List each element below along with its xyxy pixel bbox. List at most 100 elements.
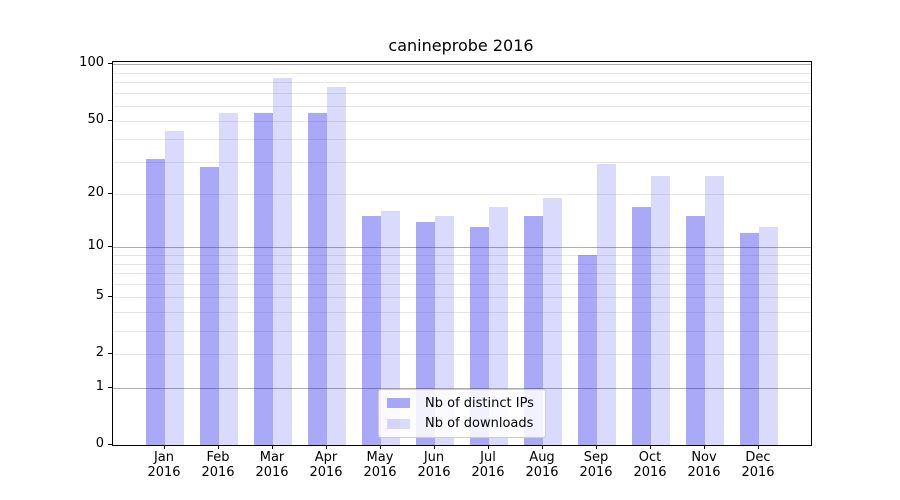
bar-downloads [489,206,508,445]
x-tickmark [164,445,165,449]
x-tickmark [596,445,597,449]
bar-downloads [705,176,724,445]
x-tick-year: 2016 [525,465,559,480]
y-tick-label: 10 [87,238,104,254]
y-tickmark [108,296,112,298]
x-tick-month: Dec [745,450,771,465]
x-tick-month: Mar [259,450,285,465]
y-tick-label: 50 [87,111,104,127]
legend-row: Nb of distinct IPs [379,396,545,411]
x-tick-label: Sep 2016 [564,450,628,480]
x-tick-label: Oct 2016 [618,450,682,480]
bar-distinct-ips [308,112,327,445]
bar-distinct-ips [524,216,543,445]
bar-downloads [165,130,184,445]
x-tick-month: Jan [153,450,175,465]
x-tickmark [542,445,543,449]
x-tickmark [380,445,381,449]
minor-gridline [113,138,811,140]
minor-gridline [113,312,811,314]
bar-distinct-ips [686,216,705,445]
minor-gridline [113,93,811,95]
y-tickmark [108,192,112,194]
x-tick-month: Aug [529,450,555,465]
x-tick-label: Aug 2016 [510,450,574,480]
bar-distinct-ips [362,216,381,445]
minor-gridline [113,105,811,107]
x-tick-month: Feb [206,450,230,465]
y-tickmark [108,63,112,65]
x-tick-year: 2016 [633,465,667,480]
legend-swatch-distinct-ips [387,398,410,409]
x-tickmark [326,445,327,449]
y-tick-label: 5 [95,288,104,304]
chart-title: canineprobe 2016 [388,36,534,55]
minor-gridline [113,120,811,122]
minor-gridline [113,297,811,299]
bar-distinct-ips [578,255,597,445]
y-tick-label: 2 [95,345,104,361]
x-tick-month: Sep [583,450,609,465]
major-gridline [113,64,811,66]
x-tick-label: Nov 2016 [672,450,736,480]
bar-downloads [219,112,238,445]
x-tickmark [434,445,435,449]
plot-area: Nb of distinct IPs Nb of downloads [112,61,812,446]
bar-downloads [435,216,454,445]
minor-gridline [113,161,811,163]
y-tickmark [108,444,112,445]
y-tickmark [108,353,112,355]
major-gridline [113,387,811,389]
x-tick-year: 2016 [579,465,613,480]
legend-label: Nb of downloads [425,416,534,432]
x-tickmark [488,445,489,449]
legend: Nb of distinct IPs Nb of downloads [378,389,546,438]
legend-row: Nb of downloads [379,416,545,431]
y-tickmark [108,246,112,248]
minor-gridline [113,354,811,356]
bar-distinct-ips [200,167,219,445]
bar-downloads [381,211,400,445]
x-tick-year: 2016 [201,465,235,480]
x-tickmark [758,445,759,449]
major-gridline [113,247,811,249]
minor-gridline [113,284,811,286]
minor-gridline [113,263,811,265]
bar-downloads [651,176,670,445]
minor-gridline [113,273,811,275]
minor-gridline [113,193,811,195]
x-tick-month: Jul [480,450,496,465]
x-tick-month: May [366,450,394,465]
legend-label: Nb of distinct IPs [425,395,534,411]
bar-distinct-ips [254,112,273,445]
x-tick-month: Jun [423,450,445,465]
bar-downloads [273,78,292,445]
minor-gridline [113,255,811,256]
x-tick-year: 2016 [741,465,775,480]
x-tick-month: Nov [691,450,717,465]
x-tick-month: Oct [638,450,662,465]
x-tick-year: 2016 [363,465,397,480]
y-tick-label: 0 [95,436,104,451]
y-tickmark [108,119,112,121]
y-tick-label: 1 [95,378,104,394]
bar-downloads [759,227,778,445]
x-tick-label: Jan 2016 [132,450,196,480]
minor-gridline [113,330,811,332]
x-tick-year: 2016 [471,465,505,480]
x-tick-label: Jun 2016 [402,450,466,480]
x-tick-label: Jul 2016 [456,450,520,480]
legend-swatch-downloads [387,418,410,429]
x-tick-month: Apr [314,450,338,465]
bar-downloads [597,164,616,445]
x-tick-year: 2016 [147,465,181,480]
x-tick-year: 2016 [687,465,721,480]
x-tick-year: 2016 [309,465,343,480]
x-tickmark [650,445,651,449]
y-tick-label: 20 [87,184,104,200]
bar-downloads [543,197,562,445]
bar-downloads [327,86,346,445]
bar-distinct-ips [632,206,651,445]
x-tick-label: Dec 2016 [726,450,790,480]
